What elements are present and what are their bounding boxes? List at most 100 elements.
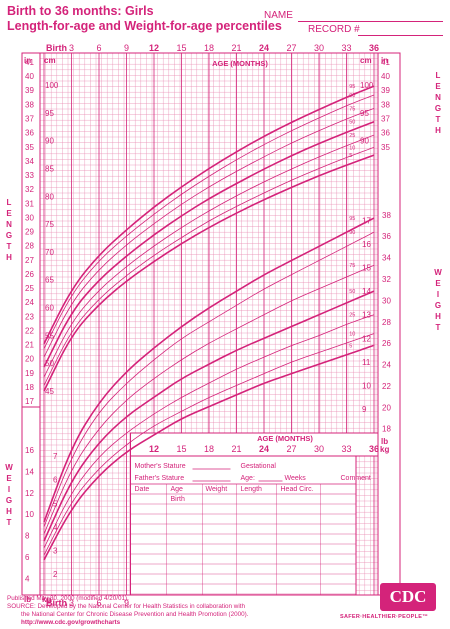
length-percentile-curve-label: 50 xyxy=(349,120,355,126)
left-kg-tick: 3 xyxy=(53,546,58,555)
left-inch-tick: 18 xyxy=(25,383,34,392)
left-inch-tick: 21 xyxy=(25,341,34,350)
record-table-column-header: Date xyxy=(135,486,150,493)
right-inch-tick: 39 xyxy=(381,86,390,95)
right-lb-tick: 20 xyxy=(382,403,391,412)
growthcharts-link[interactable]: http://www.cdc.gov/growthcharts xyxy=(21,619,121,626)
left-cm-tick: 75 xyxy=(45,220,54,229)
left-inch-tick: 28 xyxy=(25,242,34,251)
top-axis-tick: 21 xyxy=(231,43,241,53)
left-inch-tick: 27 xyxy=(25,256,34,265)
left-cm-tick: 95 xyxy=(45,109,54,118)
left-inch-tick: 29 xyxy=(25,228,34,237)
left-lb-tick: 16 xyxy=(25,446,34,455)
weight-percentile-curve-label: 90 xyxy=(349,230,355,236)
left-cm-tick: 85 xyxy=(45,164,54,173)
chart-title-line2: Length-for-age and Weight-for-age percen… xyxy=(7,19,282,33)
right-kg-tick: 16 xyxy=(362,240,371,249)
top-axis-tick: 24 xyxy=(259,43,269,53)
right-kg-tick: 10 xyxy=(362,381,371,390)
record-table-column-header: Age xyxy=(171,486,184,493)
left-kg-tick: 2 xyxy=(53,570,58,579)
right-inch-unit: in xyxy=(381,56,388,65)
bottom-axis-birth-label: Birth xyxy=(46,598,67,608)
bottom-axis-tick: 9 xyxy=(124,598,129,608)
weeks-label: Weeks xyxy=(285,475,307,482)
right-kg-tick: 13 xyxy=(362,311,371,320)
left-kg-tick: 6 xyxy=(53,476,58,485)
left-cm-tick: 100 xyxy=(45,81,59,90)
left-lb-tick: 10 xyxy=(25,510,34,519)
weight-age-tick: 21 xyxy=(231,444,241,454)
left-inch-tick: 35 xyxy=(25,143,34,152)
left-cm-tick: 45 xyxy=(45,387,54,396)
weight-percentile-curve-label: 5 xyxy=(349,343,352,349)
published-note: Published May 30, 2000 (modified 4/20/01… xyxy=(7,595,129,602)
weight-percentile-curve-95 xyxy=(43,217,375,523)
left-inch-tick: 39 xyxy=(25,86,34,95)
right-cm-tick: 100 xyxy=(360,81,374,90)
left-cm-tick: 50 xyxy=(45,359,54,368)
left-inch-tick: 30 xyxy=(25,213,34,222)
top-axis-tick: 12 xyxy=(149,43,159,53)
weight-side-letter: E xyxy=(6,474,12,483)
length-side-letter: T xyxy=(7,242,12,251)
left-cm-tick: 70 xyxy=(45,248,54,257)
length-side-letter: H xyxy=(6,253,12,262)
weight-percentile-curve-25 xyxy=(43,314,375,549)
weight-right-letter: E xyxy=(435,279,441,288)
right-inch-tick: 40 xyxy=(381,72,390,81)
right-kg-unit: kg xyxy=(380,445,389,454)
right-lb-tick: 28 xyxy=(382,318,391,327)
weight-side-letter: G xyxy=(6,496,12,505)
left-inch-tick: 23 xyxy=(25,312,34,321)
left-inch-tick: 26 xyxy=(25,270,34,279)
right-cm-tick: 90 xyxy=(360,137,369,146)
weight-side-letter: W xyxy=(5,463,13,472)
right-lb-tick: 24 xyxy=(382,361,391,370)
left-cm-unit: cm xyxy=(44,56,56,65)
right-lb-tick: 30 xyxy=(382,296,391,305)
top-axis-tick: 15 xyxy=(176,43,186,53)
cdc-logo: CDC xyxy=(380,583,436,611)
right-kg-tick: 12 xyxy=(362,334,371,343)
weight-age-tick: 30 xyxy=(314,444,324,454)
length-percentile-curve-label: 10 xyxy=(349,145,355,151)
weight-age-tick: 24 xyxy=(259,444,269,454)
left-inch-tick: 20 xyxy=(25,355,34,364)
weight-percentile-curve-label: 10 xyxy=(349,332,355,338)
right-lb-tick: 36 xyxy=(382,232,391,241)
left-inch-tick: 33 xyxy=(25,171,34,180)
weight-side-letter: T xyxy=(7,518,12,527)
left-inch-tick: 19 xyxy=(25,369,34,378)
length-percentile-curve-label: 25 xyxy=(349,133,355,139)
right-cm-tick: 95 xyxy=(360,109,369,118)
weight-side-letter: I xyxy=(8,485,10,494)
weight-age-tick: 36 xyxy=(369,444,379,454)
left-kg-tick: 7 xyxy=(53,452,58,461)
length-percentile-curve-label: 5 xyxy=(349,153,352,159)
length-right-letter: N xyxy=(435,93,441,102)
chart-title-line1: Birth to 36 months: Girls xyxy=(7,4,154,18)
weight-right-letter: T xyxy=(436,323,441,332)
left-cm-tick: 65 xyxy=(45,276,54,285)
weight-percentile-curve-90 xyxy=(43,231,375,528)
left-lb-tick: 6 xyxy=(25,553,30,562)
length-percentile-curve-50 xyxy=(43,120,375,368)
length-side-letter: N xyxy=(6,220,12,229)
right-lb-tick: 32 xyxy=(382,275,391,284)
length-percentile-curve-75 xyxy=(43,107,375,358)
length-percentile-curve-5 xyxy=(43,154,375,392)
right-inch-tick: 37 xyxy=(381,114,390,123)
length-right-letter: T xyxy=(436,115,441,124)
right-cm-unit: cm xyxy=(360,56,372,65)
right-kg-tick: 9 xyxy=(362,405,367,414)
left-lb-tick: 14 xyxy=(25,467,34,476)
mothers-stature-label: Mother's Stature xyxy=(135,463,186,470)
left-cm-tick: 80 xyxy=(45,192,54,201)
record-table-column-header: Head Circ. xyxy=(281,486,314,493)
length-percentile-curve-95 xyxy=(43,85,375,345)
weight-percentile-curve-50 xyxy=(43,290,375,542)
left-kg-tick: 4 xyxy=(53,523,58,532)
